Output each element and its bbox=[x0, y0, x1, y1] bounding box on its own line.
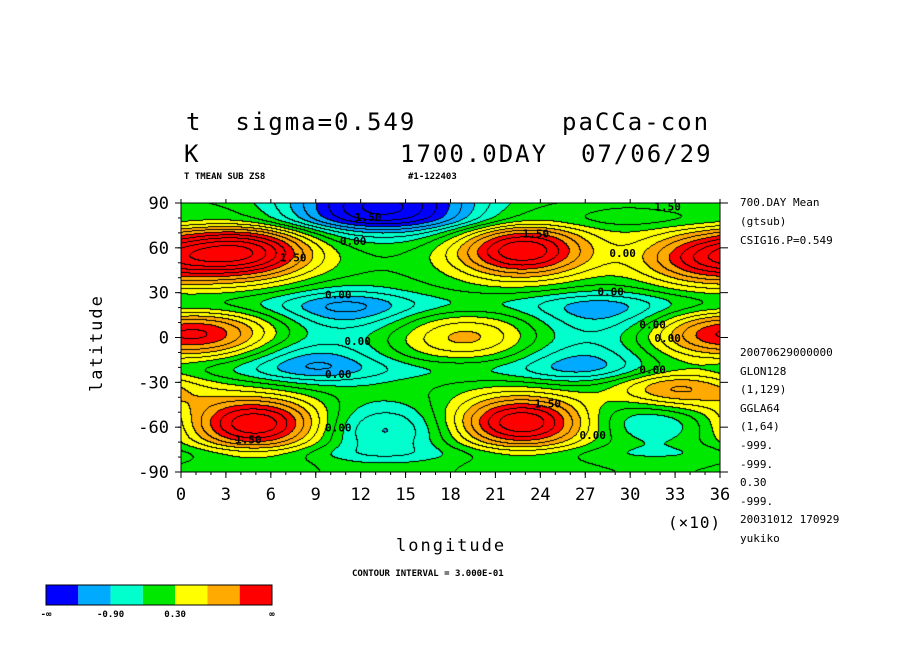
colorbar-frame bbox=[45, 584, 273, 606]
right-info-line: (1,64) bbox=[740, 420, 780, 434]
right-info-line: (gtsub) bbox=[740, 215, 787, 228]
x-tick-label: 27 bbox=[575, 485, 595, 505]
y-tick-label: 90 bbox=[149, 194, 169, 214]
contour-interval-label: CONTOUR INTERVAL = 3.000E-01 bbox=[352, 569, 504, 579]
contour-label: 0.00 bbox=[325, 422, 352, 435]
contour-label: 1.50 bbox=[523, 227, 550, 240]
contour-label: 1.50 bbox=[654, 200, 681, 213]
right-info-line: 0.30 bbox=[740, 476, 767, 490]
colorbar-swatch bbox=[78, 585, 111, 605]
right-info-line: yukiko bbox=[740, 532, 780, 545]
date-label: 1700.0DAY 07/06/29 bbox=[400, 140, 713, 168]
colorbar-swatch bbox=[239, 585, 272, 605]
x-tick-label: 15 bbox=[395, 485, 415, 505]
colorbar: -∞ -0.90 0.30 ∞ bbox=[41, 584, 275, 620]
x-axis-label: longitude bbox=[396, 536, 507, 556]
x-tick-label: 36 bbox=[710, 485, 730, 505]
colorbar-swatch bbox=[175, 585, 208, 605]
right-info-line: GLON128 bbox=[740, 364, 787, 378]
y-tick-label: 30 bbox=[149, 284, 169, 304]
x-tick-label: 21 bbox=[485, 485, 505, 505]
x-tick-label: 12 bbox=[350, 485, 370, 505]
variable-label: T TMEAN SUB ZS8 bbox=[184, 172, 266, 182]
x-tick-label: 9 bbox=[311, 485, 321, 505]
right-info-line: 700.DAY Mean bbox=[740, 196, 820, 209]
y-tick-label: 0 bbox=[159, 329, 169, 349]
colorbar-label: 0.30 bbox=[164, 610, 186, 620]
x-tick-label: 30 bbox=[620, 485, 640, 505]
colorbar-swatch bbox=[142, 585, 176, 605]
contour-label: 0.00 bbox=[344, 335, 371, 348]
plot-area: 1.500.001.500.000.000.001.500.001.500.00… bbox=[181, 200, 720, 472]
contour-label: 1.50 bbox=[355, 211, 382, 224]
contour-label: 0.00 bbox=[340, 235, 367, 248]
x-tick-label: 24 bbox=[530, 485, 550, 505]
right-info-line: GGLA64 bbox=[740, 401, 780, 415]
colorbar-swatch bbox=[207, 585, 240, 605]
right-info-line: -999. bbox=[740, 439, 774, 452]
x-tick-label: 6 bbox=[266, 485, 276, 505]
x-tick-label: 18 bbox=[440, 485, 460, 505]
right-info-line: -999. bbox=[740, 494, 774, 508]
contour-label: 0.00 bbox=[325, 368, 352, 381]
y-axis-label: latitude bbox=[87, 294, 107, 392]
contour-label: 0.00 bbox=[597, 286, 624, 299]
experiment-name: paCCa-con bbox=[562, 108, 711, 136]
unit-label: K bbox=[184, 140, 201, 168]
right-info-line: 20070629000000 bbox=[740, 346, 833, 359]
y-tick-label: -90 bbox=[138, 463, 169, 483]
right-info-line: -999. bbox=[740, 457, 774, 471]
x-multiplier-label: (×10) bbox=[668, 513, 722, 532]
x-tick-label: 0 bbox=[176, 485, 186, 505]
right-info-line: 20031012 170929 bbox=[740, 513, 840, 527]
contour-label: 0.00 bbox=[639, 363, 666, 376]
colorbar-swatch bbox=[46, 585, 79, 605]
contour-label: 1.50 bbox=[535, 398, 562, 411]
colorbar-swatch bbox=[110, 585, 143, 605]
contour-label: 1.50 bbox=[235, 434, 262, 447]
y-tick-label: -30 bbox=[138, 373, 169, 393]
contour-label: 1.50 bbox=[280, 251, 307, 264]
contour-label: 0.00 bbox=[609, 247, 636, 260]
right-info-line: (1,129) bbox=[740, 383, 787, 397]
colorbar-label: ∞ bbox=[269, 610, 275, 620]
x-tick-label: 33 bbox=[665, 485, 685, 505]
right-info-line: CSIG16.P=0.549 bbox=[740, 234, 833, 247]
y-tick-label: -60 bbox=[138, 418, 169, 438]
contour-label: 0.00 bbox=[579, 429, 606, 442]
run-id-label: #1-122403 bbox=[408, 172, 457, 182]
chart-title: t sigma=0.549 bbox=[186, 108, 417, 136]
contour-fill bbox=[181, 203, 720, 472]
colorbar-label: -0.90 bbox=[97, 610, 124, 620]
contour-label: 0.00 bbox=[654, 332, 681, 345]
contour-label: 0.00 bbox=[325, 289, 352, 302]
y-tick-label: 60 bbox=[149, 239, 169, 259]
colorbar-label: -∞ bbox=[41, 610, 52, 620]
x-tick-label: 3 bbox=[221, 485, 231, 505]
contour-label: 0.00 bbox=[639, 319, 666, 332]
